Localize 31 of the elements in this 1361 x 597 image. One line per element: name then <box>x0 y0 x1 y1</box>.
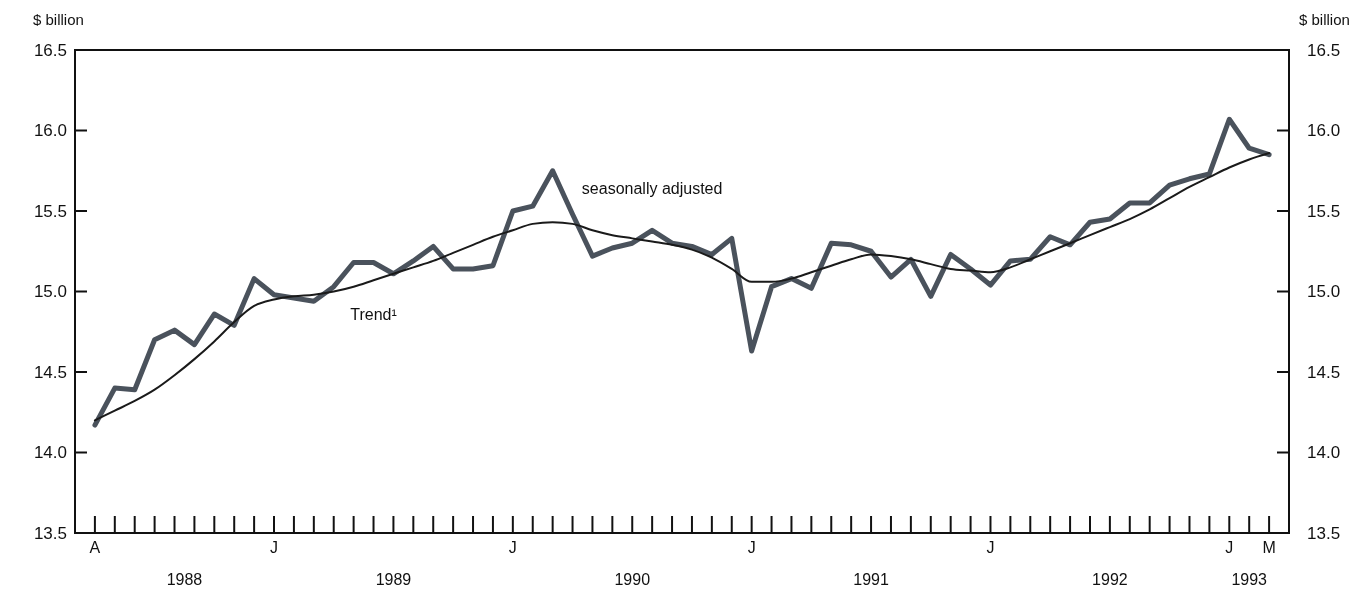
x-tick-label: J <box>1225 539 1234 556</box>
y2-tick-label: 14.5 <box>1307 362 1341 382</box>
y2-tick-label: 15.5 <box>1307 201 1341 221</box>
x-tick-label: M <box>1262 539 1276 556</box>
x-tick-label: A <box>89 539 101 556</box>
y-tick-label: 14.0 <box>33 443 67 463</box>
series-label: Trend¹ <box>350 306 397 324</box>
x-tick-label: J <box>747 539 756 556</box>
text: 1989 <box>375 571 412 588</box>
x-tick-label: J <box>508 539 517 556</box>
y2-axis-title: $ billion <box>1299 11 1350 28</box>
text: 1988 <box>166 571 203 588</box>
text: 1992 <box>1092 571 1128 588</box>
y-tick-label: 15.0 <box>33 282 67 302</box>
y-tick-label: 13.5 <box>33 523 67 543</box>
text: 1993 <box>1231 571 1268 588</box>
y-axis-title: $ billion <box>33 11 84 28</box>
y2-tick-label: 13.5 <box>1307 523 1341 543</box>
text: 1991 <box>853 571 889 588</box>
y-tick-label: 15.5 <box>33 201 67 221</box>
y2-tick-label: 16.0 <box>1307 121 1341 141</box>
x-tick-label: J <box>270 539 279 556</box>
series-label: seasonally adjusted <box>581 180 723 198</box>
y-tick-label: 16.5 <box>33 40 67 60</box>
y-tick-label: 14.5 <box>33 362 67 382</box>
y2-tick-label: 14.0 <box>1307 443 1341 463</box>
x-tick-label: J <box>986 539 995 556</box>
y2-tick-label: 16.5 <box>1307 40 1341 60</box>
y-tick-label: 16.0 <box>33 121 67 141</box>
text: 1990 <box>614 571 651 588</box>
y2-tick-label: 15.0 <box>1307 282 1341 302</box>
